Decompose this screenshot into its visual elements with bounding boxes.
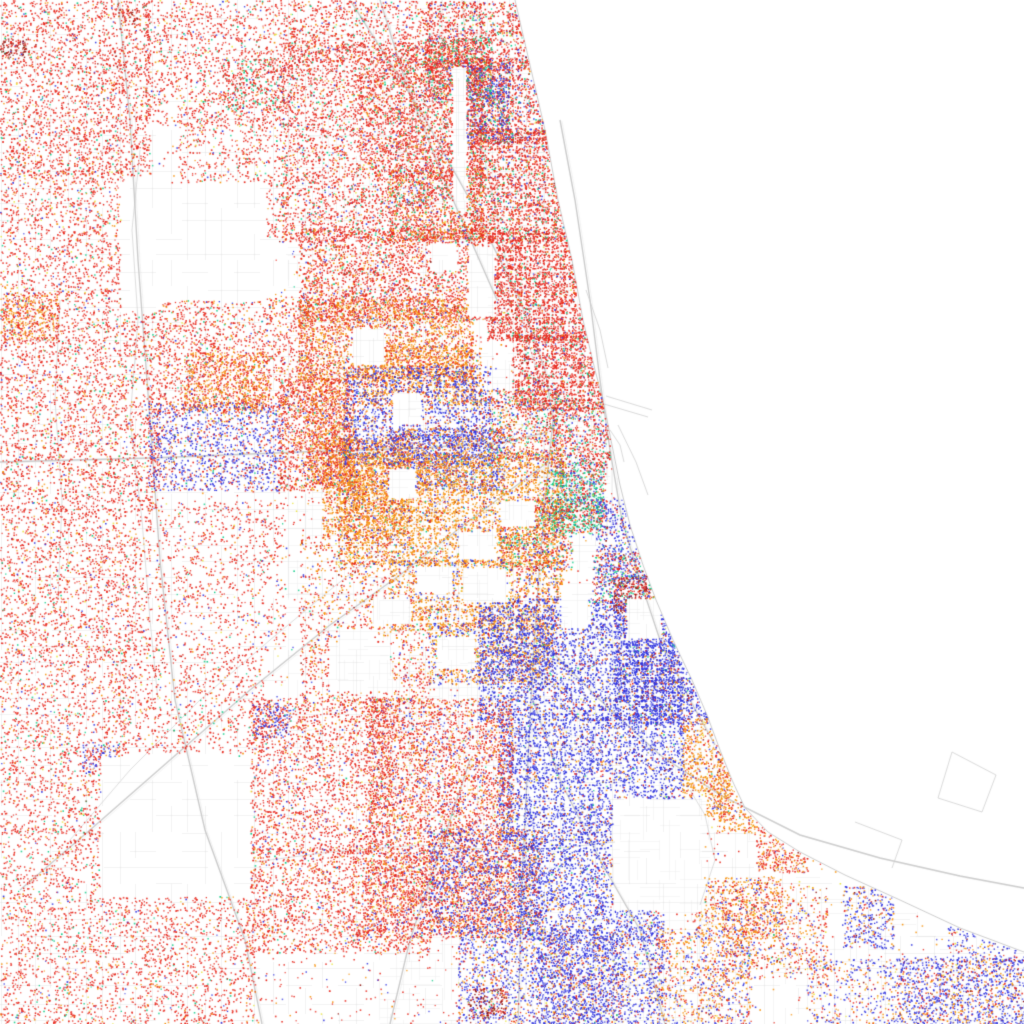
dot-density-map-canvas — [0, 0, 1024, 1024]
map-viewport — [0, 0, 1024, 1024]
